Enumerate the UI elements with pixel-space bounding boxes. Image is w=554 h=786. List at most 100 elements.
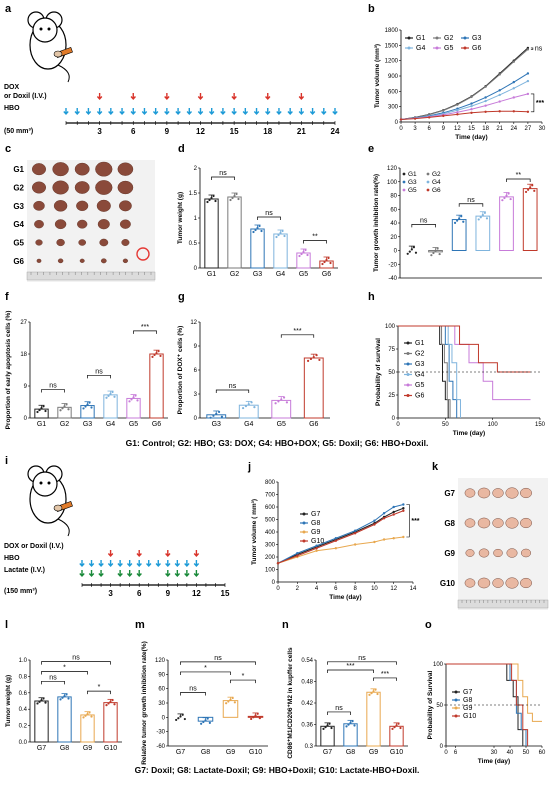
highlight-circle bbox=[136, 247, 150, 261]
series-point bbox=[484, 110, 487, 113]
data-point bbox=[399, 726, 402, 730]
y-tick-label: 800 bbox=[265, 480, 276, 486]
data-point bbox=[456, 219, 459, 222]
arrow-icon bbox=[175, 108, 181, 116]
series-point bbox=[470, 95, 473, 99]
x-tick-label: 3 bbox=[413, 126, 417, 132]
data-point bbox=[529, 186, 532, 189]
data-point bbox=[206, 717, 209, 720]
legend-label: G10 bbox=[311, 538, 324, 545]
tumor-image bbox=[117, 162, 134, 176]
timeline-tick-label: 15 bbox=[221, 589, 230, 598]
arrow-icon bbox=[96, 93, 103, 101]
significance-bracket bbox=[180, 671, 231, 675]
data-point bbox=[410, 248, 413, 251]
arrow-icon bbox=[184, 570, 190, 578]
arrow-icon bbox=[98, 560, 104, 568]
data-point bbox=[36, 410, 39, 414]
data-point bbox=[330, 726, 333, 730]
tumor-image bbox=[465, 549, 475, 557]
data-point bbox=[406, 252, 409, 255]
significance-bracket bbox=[303, 240, 327, 244]
x-axis-label: Time (day) bbox=[478, 758, 510, 765]
x-tick-label: G7 bbox=[323, 749, 332, 756]
y-tick-label: 0.6 bbox=[19, 691, 28, 697]
data-point bbox=[376, 692, 379, 696]
series-point bbox=[382, 517, 386, 520]
significance-label: ns bbox=[265, 210, 273, 217]
x-tick-label: G4 bbox=[276, 271, 285, 278]
legend-marker bbox=[402, 172, 406, 176]
data-point bbox=[328, 722, 331, 725]
y-tick-label: 25 bbox=[388, 393, 395, 399]
y-tick-label: 0 bbox=[394, 249, 398, 255]
y-tick-label: 300 bbox=[265, 543, 276, 549]
x-tick-label: 6 bbox=[454, 750, 458, 756]
bar-g2 bbox=[227, 196, 242, 269]
data-point bbox=[151, 355, 154, 358]
arrow-icon bbox=[130, 108, 136, 116]
y-tick-label: -40 bbox=[388, 276, 397, 282]
significance-label: ** bbox=[516, 172, 522, 179]
x-tick-label: 9 bbox=[442, 126, 446, 132]
legend-marker bbox=[454, 706, 458, 710]
significance-label: ns bbox=[95, 368, 103, 375]
arrow-icon bbox=[193, 560, 200, 568]
data-point bbox=[533, 189, 536, 192]
data-point bbox=[231, 696, 234, 700]
series-point bbox=[296, 554, 299, 557]
data-point bbox=[252, 716, 255, 719]
x-tick-label: G9 bbox=[226, 749, 235, 756]
arrow-icon bbox=[165, 550, 171, 558]
legend-marker bbox=[454, 714, 458, 718]
y-tick-label: 100 bbox=[433, 662, 444, 668]
data-point bbox=[477, 218, 480, 221]
y-tick-label: 50 bbox=[436, 703, 443, 709]
chart-tumor-weight-2: 0.0 0.2 0.4 0.6 0.8 1.0 Tumor weight (g) G7 G8 G9… bbox=[5, 655, 122, 752]
significance-label: *** bbox=[346, 663, 354, 670]
arrow-icon bbox=[79, 570, 85, 578]
legend-marker bbox=[463, 46, 467, 50]
data-point bbox=[208, 721, 211, 724]
y-tick-label: 0.0 bbox=[19, 740, 28, 746]
data-point bbox=[215, 412, 218, 415]
data-point bbox=[136, 399, 139, 402]
x-tick-label: G7 bbox=[37, 745, 46, 752]
arrow-icon bbox=[98, 570, 104, 578]
significance-label: * bbox=[204, 665, 207, 672]
y-tick-label: 9 bbox=[194, 344, 198, 350]
arrow-icon bbox=[193, 550, 200, 558]
bar-g10 bbox=[103, 702, 118, 743]
data-point bbox=[44, 409, 47, 413]
arrow-icon bbox=[276, 108, 282, 116]
legend-label: G5 bbox=[408, 187, 417, 194]
significance-bracket bbox=[180, 692, 206, 696]
data-point bbox=[130, 398, 133, 401]
arrow-icon bbox=[231, 93, 237, 101]
data-point bbox=[318, 358, 321, 362]
series-point bbox=[526, 79, 530, 83]
arrow-icon bbox=[231, 108, 237, 116]
arrow-icon bbox=[146, 560, 152, 568]
y-tick-label: 1.0 bbox=[19, 658, 28, 664]
legend-marker bbox=[406, 394, 410, 397]
series-point bbox=[512, 110, 515, 113]
x-tick-label: 14 bbox=[410, 586, 417, 592]
data-point bbox=[306, 359, 310, 362]
data-point bbox=[202, 720, 205, 724]
series-line-g3 bbox=[400, 73, 529, 120]
series-point bbox=[456, 113, 459, 116]
arrow-icon bbox=[117, 570, 123, 578]
series-point bbox=[334, 539, 338, 542]
data-point bbox=[345, 725, 348, 728]
series-point bbox=[526, 48, 530, 51]
y-tick-label: 0 bbox=[272, 580, 276, 586]
legend-label: G1 bbox=[415, 340, 424, 347]
y-tick-label: 0 bbox=[194, 266, 198, 272]
tumor-image bbox=[119, 200, 132, 212]
legend-label: G3 bbox=[472, 35, 481, 42]
data-point bbox=[177, 717, 180, 720]
